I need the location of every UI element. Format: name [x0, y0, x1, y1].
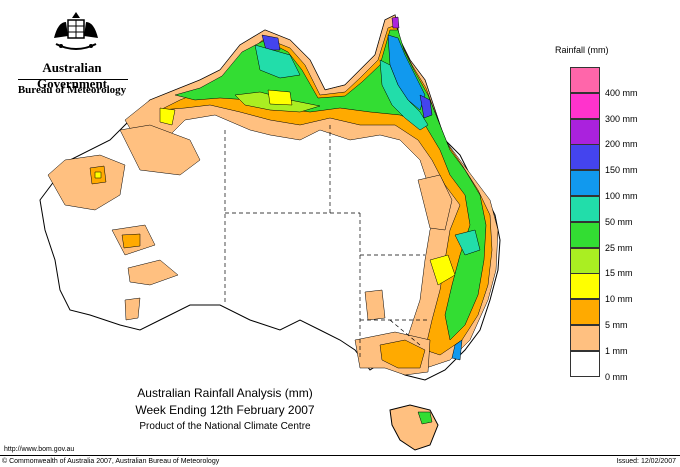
caption-title: Australian Rainfall Analysis (mm)	[137, 386, 313, 400]
bureau-title: Bureau of Meteorology	[17, 84, 127, 96]
caption-period: Week Ending 12th February 2007	[135, 403, 315, 417]
gulf-yellow	[267, 89, 293, 106]
legend-label: 15 mm	[605, 268, 633, 279]
cape-york-200mm	[419, 94, 433, 119]
southeast-10mm	[379, 339, 426, 369]
tasmania-outline	[389, 404, 439, 451]
legend-label: 300 mm	[605, 113, 638, 124]
west-patch-yellow	[94, 171, 102, 179]
legend-swatch	[570, 92, 600, 119]
cape-york-tip-300mm	[391, 16, 400, 29]
legend-swatch	[570, 325, 600, 351]
east-coast-50mm	[454, 229, 481, 256]
arnhem-100mm	[261, 34, 281, 51]
spencer-gulf-5mm	[364, 289, 386, 321]
legend-swatch	[570, 170, 600, 197]
legend-label: 200 mm	[605, 139, 638, 150]
cape-york-50mm	[379, 59, 429, 131]
arnhem-50mm	[254, 44, 301, 79]
legend-label: 25 mm	[605, 242, 633, 253]
legend-swatch	[570, 299, 600, 326]
legend-label: 10 mm	[605, 294, 633, 305]
legend-swatch	[570, 196, 600, 222]
legend-label: 150 mm	[605, 165, 638, 176]
legend-label: 100 mm	[605, 191, 638, 201]
east-band-5mm	[417, 174, 453, 231]
caption-producer: Product of the National Climate Centre	[139, 421, 311, 432]
legend-swatch	[570, 350, 600, 377]
rainfall-legend: Rainfall (mm) 400 mm 300 mm 200 mm 150 mm 10…	[555, 45, 665, 385]
legend-label: 1 mm	[605, 345, 628, 356]
legend-swatch	[570, 67, 600, 93]
legend-label: 400 mm	[605, 87, 638, 98]
legend-swatch	[570, 247, 600, 274]
website-link[interactable]: http://www.bom.gov.au	[4, 446, 75, 453]
footer-divider	[0, 455, 680, 456]
coat-of-arms-icon	[54, 12, 98, 50]
east-coast-yellow	[429, 254, 456, 286]
header-divider	[18, 79, 128, 80]
kimberley-5mm	[119, 124, 201, 176]
legend-label: 50 mm	[605, 216, 633, 227]
central-west-5mm-2	[127, 259, 179, 286]
legend-label: 0 mm	[605, 371, 628, 382]
state-borders	[224, 125, 430, 360]
legend-label: 5 mm	[605, 320, 628, 330]
legend-swatch	[570, 118, 600, 145]
west-patch-5mm	[47, 154, 126, 211]
central-west-10mm	[121, 233, 141, 249]
copyright-text: © Commonwealth of Australia 2007, Austra…	[2, 458, 220, 465]
gulf-yellow-2	[159, 107, 176, 126]
map-caption: Australian Rainfall Analysis (mm) Week E…	[120, 385, 330, 434]
legend-swatch	[570, 221, 600, 248]
government-logo: Australian Government Bureau of Meteorol…	[8, 8, 136, 100]
east-coast-100mm	[451, 339, 463, 361]
legend-title: Rainfall (mm)	[555, 45, 609, 55]
issued-date: Issued: 12/02/2007	[616, 458, 676, 465]
legend-swatch	[570, 144, 600, 171]
legend-swatch	[570, 273, 600, 300]
southwest-5mm	[124, 297, 141, 321]
tasmania-green-patch	[417, 411, 433, 425]
